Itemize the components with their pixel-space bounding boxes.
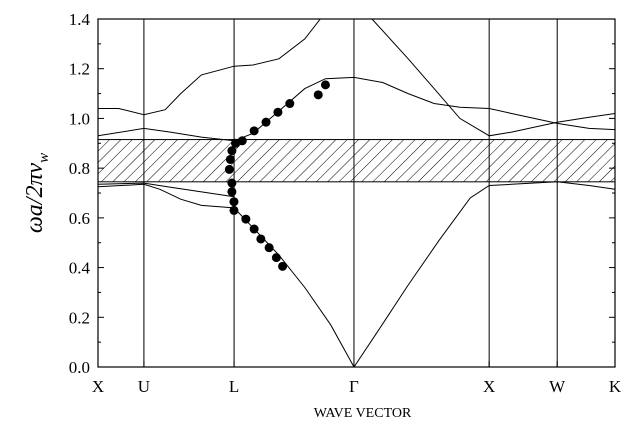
dispersion-curve-2 (98, 182, 235, 198)
data-point-5 (237, 136, 247, 146)
x-axis-label: WAVE VECTOR (314, 406, 412, 421)
data-point-6 (249, 126, 259, 136)
y-axis-label-main: ωa/2πv (22, 163, 48, 234)
y-axis-label-subscript: w (36, 153, 52, 163)
data-point-3 (227, 146, 237, 156)
data-point-14 (229, 197, 239, 207)
data-point-8 (273, 107, 283, 117)
y-tick-label-7: 1.2 (69, 60, 90, 79)
data-point-11 (320, 80, 330, 90)
y-tick-label-6: 1.0 (69, 109, 90, 128)
data-point-15 (229, 205, 239, 215)
x-tick-label-4: Γ (349, 377, 359, 396)
y-tick-label-2: 0.2 (69, 308, 90, 327)
data-point-17 (249, 224, 259, 234)
y-tick-label-4: 0.6 (69, 209, 90, 228)
data-point-9 (285, 99, 295, 109)
y-ticks: 0.0 0.2 0.4 0.6 0.8 1.0 1.2 1.4 (69, 10, 615, 377)
data-point-7 (261, 117, 271, 127)
dispersion-curves (98, 19, 615, 367)
band-gap-region (97, 139, 616, 183)
dispersion-curve-5 (371, 19, 615, 137)
band-gap-layer (97, 139, 616, 183)
y-tick-label-1: 0.0 (69, 358, 90, 377)
data-point-20 (271, 253, 281, 263)
axes (97, 18, 616, 368)
data-markers (224, 80, 330, 271)
y-tick-label-8: 1.4 (69, 10, 91, 29)
x-tick-label-7: K (609, 377, 622, 396)
data-point-19 (264, 243, 274, 253)
x-tick-label-6: W (549, 377, 566, 396)
data-point-10 (313, 90, 323, 100)
data-point-1 (224, 164, 234, 174)
data-point-2 (225, 154, 235, 164)
data-point-18 (256, 234, 266, 244)
dispersion-curve-4 (98, 19, 321, 116)
data-point-21 (278, 261, 288, 271)
x-tick-label-1: X (92, 377, 104, 396)
y-axis-label: ωa/2πvw (22, 153, 52, 233)
plot-frame (97, 18, 616, 368)
dispersion-curve-1 (98, 181, 615, 367)
x-tick-label-5: X (483, 377, 495, 396)
x-tick-label-2: U (138, 377, 150, 396)
data-point-12 (227, 178, 237, 188)
y-tick-label-5: 0.8 (69, 159, 90, 178)
dispersion-curve-3 (98, 76, 615, 142)
data-point-16 (241, 214, 251, 224)
data-point-13 (227, 187, 237, 197)
y-tick-label-3: 0.4 (69, 259, 91, 278)
x-tick-label-3: L (229, 377, 239, 396)
